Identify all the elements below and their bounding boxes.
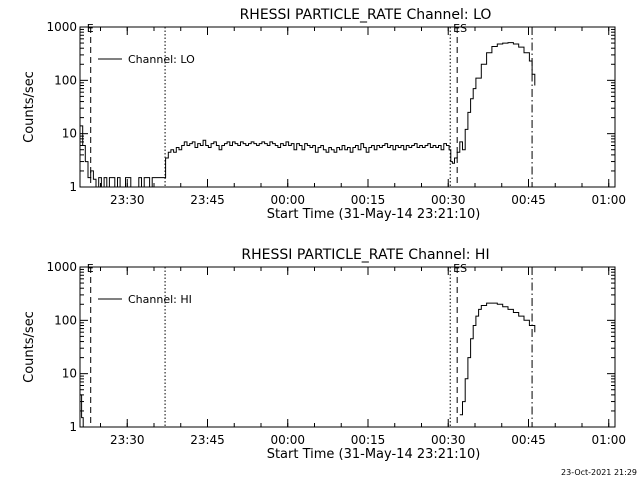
y-tick-label: 1000 — [46, 20, 77, 34]
x-tick-label: 01:00 — [591, 193, 626, 207]
event-marker-label: E — [87, 262, 94, 275]
x-tick-label: 23:30 — [110, 193, 145, 207]
y-tick-label: 100 — [54, 73, 77, 87]
plot-frame — [79, 266, 616, 428]
x-tick-label: 01:00 — [591, 433, 626, 447]
x-tick-label: 00:15 — [351, 433, 386, 447]
y-tick-label: 1000 — [46, 260, 77, 274]
x-tick-label: 00:00 — [270, 193, 305, 207]
footer-timestamp: 23-Oct-2021 21:29 — [561, 468, 637, 477]
x-tick-label: 00:45 — [511, 193, 546, 207]
event-marker-label: ES — [453, 262, 467, 275]
event-marker-label: E — [87, 22, 94, 35]
y-tick-label: 10 — [62, 127, 77, 141]
y-tick-label: 100 — [54, 313, 77, 327]
x-tick-label: 23:45 — [190, 433, 225, 447]
chart-title: RHESSI PARTICLE_RATE Channel: HI — [241, 247, 489, 263]
x-tick-label: 00:45 — [511, 433, 546, 447]
x-axis-label: Start Time (31-May-14 23:21:10) — [267, 207, 481, 222]
plot-frame — [79, 26, 616, 188]
y-tick-label: 1 — [69, 180, 77, 194]
x-tick-label: 00:30 — [431, 433, 466, 447]
y-tick-label: 10 — [62, 367, 77, 381]
x-axis-label: Start Time (31-May-14 23:21:10) — [267, 447, 481, 462]
legend-entry: Channel: LO — [128, 53, 195, 66]
chart-title: RHESSI PARTICLE_RATE Channel: LO — [240, 7, 492, 23]
x-tick-label: 00:00 — [270, 433, 305, 447]
legend-entry: Channel: HI — [128, 293, 192, 306]
x-tick-label: 23:30 — [110, 433, 145, 447]
x-tick-label: 00:30 — [431, 193, 466, 207]
x-tick-label: 23:45 — [190, 193, 225, 207]
x-tick-label: 00:15 — [351, 193, 386, 207]
lo-channel-panel: RHESSI PARTICLE_RATE Channel: LO 1 10 100 10… — [22, 7, 626, 222]
y-axis-label: Counts/sec — [22, 71, 37, 143]
hi-channel-panel: RHESSI PARTICLE_RATE Channel: HI 1 10 100 10… — [22, 247, 626, 462]
data-series-line — [80, 394, 84, 427]
y-axis-label: Counts/sec — [22, 311, 37, 383]
data-series-line — [459, 302, 536, 416]
y-tick-label: 1 — [69, 420, 77, 434]
event-marker-label: ES — [453, 22, 467, 35]
data-series-line — [80, 42, 536, 187]
